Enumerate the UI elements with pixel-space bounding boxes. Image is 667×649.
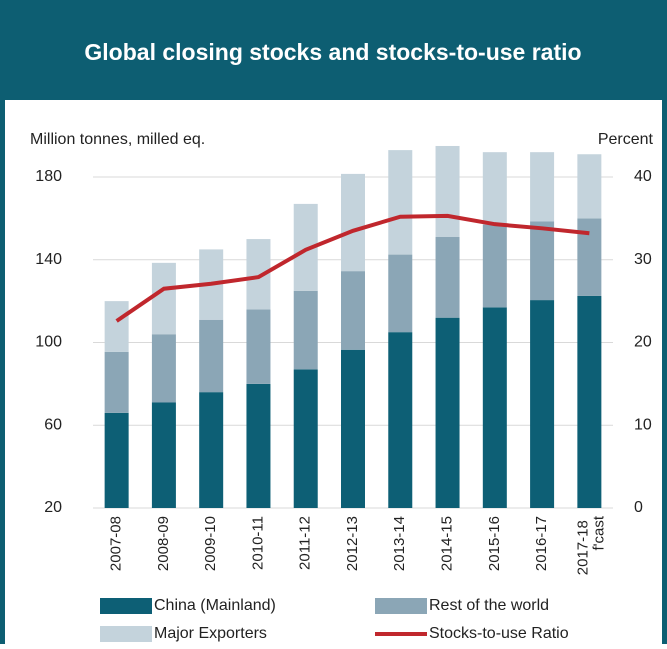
bar-segment <box>246 309 271 384</box>
x-tick-label: 2008-09 <box>155 516 172 571</box>
bar-segment <box>341 349 365 508</box>
bar-segment <box>199 392 224 508</box>
legend-swatch <box>100 598 152 614</box>
bar-segment <box>577 295 602 508</box>
y-tick-label: 60 <box>44 416 62 433</box>
bar-segment <box>104 301 129 352</box>
y-tick-label: 180 <box>35 168 62 185</box>
y-tick-label: 20 <box>44 499 62 516</box>
y2-tick-label: 40 <box>634 168 652 185</box>
bar-segment <box>293 369 318 508</box>
bar-segment <box>530 152 555 222</box>
legend-label: Major Exporters <box>154 625 267 642</box>
bar-segment <box>341 271 365 350</box>
bar-segment <box>151 402 176 508</box>
bar-segment <box>246 239 271 310</box>
bar-segment <box>151 262 176 335</box>
bar-segment <box>530 221 555 301</box>
chart-title: Global closing stocks and stocks-to-use … <box>84 39 581 65</box>
bar-segment <box>435 145 460 237</box>
bar-segment <box>151 334 176 403</box>
ratio-line <box>115 213 590 323</box>
x-tick-label: 2013-14 <box>391 516 408 571</box>
x-tick-label: 2011-12 <box>297 516 314 570</box>
x-tick-label: 2012-13 <box>344 516 361 571</box>
bar-segment <box>482 152 507 225</box>
x-tick-label: 2016-17 <box>533 516 550 571</box>
bar-segment <box>482 307 507 508</box>
bar-segment <box>530 300 555 508</box>
bar-segment <box>388 254 413 333</box>
bar-segment <box>388 332 413 508</box>
bar-segment <box>577 218 602 296</box>
x-tick-label: 2010-11 <box>249 516 266 570</box>
y-axis-label: Million tonnes, milled eq. <box>30 131 205 148</box>
legend-swatch <box>375 598 427 614</box>
header <box>0 0 667 100</box>
x-tick-label: 2017-18 f'cast <box>574 515 607 575</box>
bar-segment <box>435 317 460 508</box>
bar-segment <box>293 290 318 370</box>
y2-tick-label: 0 <box>634 499 643 516</box>
legend-label: Stocks-to-use Ratio <box>429 625 569 642</box>
bar-segment <box>482 224 507 308</box>
bar-segment <box>199 319 224 393</box>
panel <box>5 100 662 644</box>
y-tick-label: 140 <box>35 251 62 268</box>
bar-segment <box>341 173 365 272</box>
bar-segment <box>388 150 413 255</box>
x-tick-label: 2014-15 <box>439 516 456 571</box>
bar-segment <box>577 154 602 219</box>
y-tick-label: 100 <box>35 334 62 351</box>
x-tick-label: 2007-08 <box>108 516 125 571</box>
bar-segment <box>104 412 129 508</box>
bar-segment <box>246 383 271 508</box>
y2-tick-label: 20 <box>634 334 652 351</box>
legend-label: China (Mainland) <box>154 597 276 614</box>
legend-swatch <box>100 626 152 642</box>
y2-tick-label: 10 <box>634 416 652 433</box>
x-tick-label: 2015-16 <box>486 516 503 571</box>
y2-tick-label: 30 <box>634 251 652 268</box>
x-tick-label: 2009-10 <box>202 516 219 571</box>
y2-axis-label: Percent <box>598 131 654 148</box>
bar-segment <box>104 351 129 413</box>
legend-label: Rest of the world <box>429 597 549 614</box>
bar-segment <box>435 236 460 318</box>
